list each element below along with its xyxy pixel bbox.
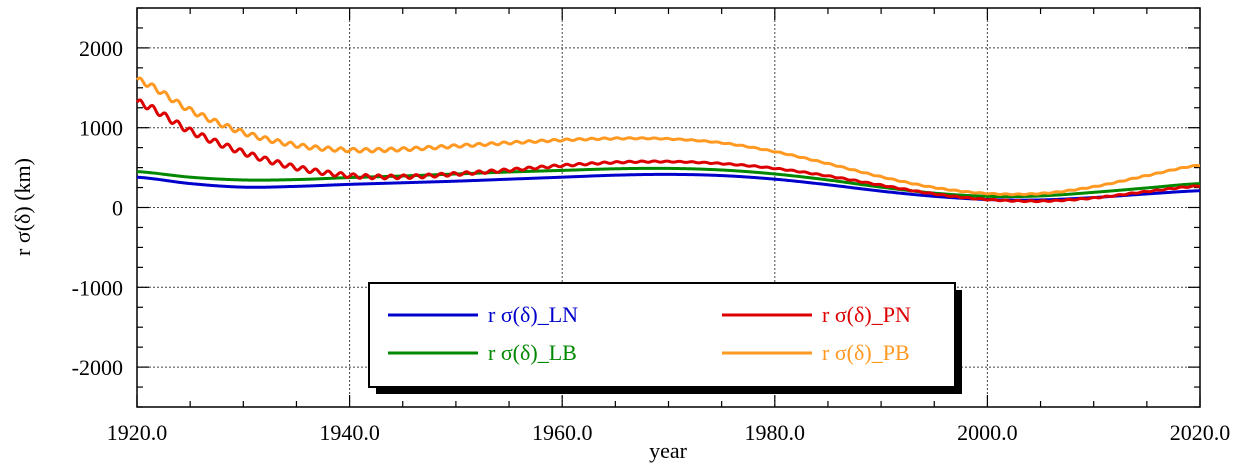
y-tick-label: -1000: [72, 275, 123, 300]
legend-label: r σ(δ)_PN: [822, 302, 911, 327]
x-tick-label: 2020.0: [1170, 420, 1231, 445]
axis-ticks: [136, 7, 1201, 408]
series-line-r-pn: [135, 98, 1201, 204]
y-tick-label: 1000: [79, 116, 123, 141]
x-tick-label: 1920.0: [107, 420, 168, 445]
y-tick-label: 0: [112, 196, 123, 221]
y-axis-title: r σ(δ) (km): [10, 158, 35, 256]
legend-label: r σ(δ)_LN: [488, 302, 578, 327]
legend-items: r σ(δ)_LN r σ(δ)_PNr σ(δ)_LB r σ(δ)_PB: [388, 302, 911, 365]
legend-label: r σ(δ)_PB: [822, 340, 910, 365]
x-tick-labels: 1920.0 1940.0 1960.0 1980.0 2000.0 2020.0: [107, 420, 1231, 445]
x-tick-label: 1980.0: [745, 420, 806, 445]
y-tick-label: -2000: [72, 355, 123, 380]
y-tick-label: 2000: [79, 36, 123, 61]
x-tick-label: 2000.0: [957, 420, 1018, 445]
y-tick-labels: 2000 1000 0 -1000 -2000: [72, 36, 123, 380]
series-line-r-pb: [135, 76, 1201, 197]
x-tick-label: 1940.0: [319, 420, 380, 445]
x-axis-title: year: [649, 438, 688, 463]
legend-box: [368, 282, 956, 388]
legend-label: r σ(δ)_LB: [488, 340, 577, 365]
legend: r σ(δ)_LN r σ(δ)_PNr σ(δ)_LB r σ(δ)_PB: [368, 282, 962, 394]
series-line-r-lb: [136, 166, 1201, 199]
series-lines: [135, 76, 1201, 204]
x-tick-label: 1960.0: [532, 420, 593, 445]
